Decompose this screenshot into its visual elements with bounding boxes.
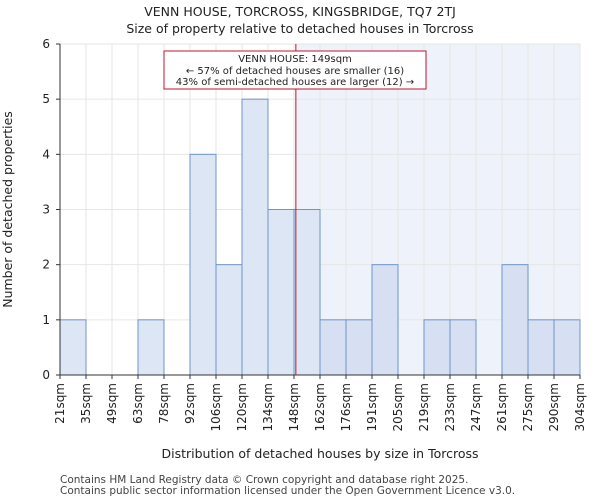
x-tick-label: 233sqm: [443, 383, 457, 431]
bar-21sqm: [59, 319, 87, 376]
x-tick-label: 63sqm: [131, 383, 145, 424]
y-tick-label: 5: [42, 92, 50, 106]
chart-subtitle: Size of property relative to detached ho…: [126, 21, 474, 36]
y-tick-label: 0: [42, 368, 50, 382]
bar-134sqm: [267, 209, 295, 376]
x-tick-label: 290sqm: [547, 383, 561, 431]
footer-line-2: Contains public sector information licen…: [60, 485, 516, 497]
x-tick-label: 35sqm: [79, 383, 93, 424]
annotation-box: [163, 50, 427, 90]
x-tick-label: 92sqm: [183, 383, 197, 424]
y-ticks: 0 1 2 3 4 5 6: [42, 37, 60, 382]
x-tick-label: 247sqm: [469, 383, 483, 431]
annotation-line-3: 43% of semi-detached houses are larger (…: [176, 77, 414, 88]
x-tick-label: 134sqm: [261, 383, 275, 431]
x-tick-label: 304sqm: [573, 383, 587, 431]
x-tick-label: 49sqm: [105, 383, 119, 424]
bar-92sqm: [189, 153, 217, 376]
x-tick-label: 261sqm: [495, 383, 509, 431]
x-tick-label: 106sqm: [209, 383, 223, 431]
bar-176sqm: [345, 319, 373, 376]
bar-162sqm: [319, 319, 347, 376]
annotation-line-1: VENN HOUSE: 149sqm: [238, 54, 352, 65]
bar-261sqm: [501, 264, 529, 376]
bar-219sqm: [423, 319, 451, 376]
bar-290sqm: [553, 319, 581, 376]
property-annotation: VENN HOUSE: 149sqm ← 57% of detached hou…: [163, 50, 427, 90]
bar-106sqm: [215, 264, 243, 376]
x-tick-label: 275sqm: [521, 383, 535, 431]
annotation-line-2: ← 57% of detached houses are smaller (16…: [186, 66, 404, 77]
footer-line-1: Contains HM Land Registry data © Crown c…: [60, 474, 469, 486]
y-tick-label: 3: [42, 203, 50, 217]
x-tick-label: 120sqm: [235, 383, 249, 431]
x-tick-label: 78sqm: [157, 383, 171, 424]
y-tick-label: 4: [42, 147, 50, 161]
x-tick-label: 205sqm: [391, 383, 405, 431]
x-tick-label: 176sqm: [339, 383, 353, 431]
x-ticks: 21sqm 35sqm 49sqm 63sqm 78sqm 92sqm 106sqm 120s…: [53, 375, 587, 431]
y-tick-label: 6: [42, 37, 50, 51]
bar-191sqm: [371, 264, 399, 376]
bar-233sqm: [449, 319, 477, 376]
x-tick-label: 219sqm: [417, 383, 431, 431]
y-axis-label: Number of detached properties: [0, 111, 15, 308]
x-tick-label: 162sqm: [313, 383, 327, 431]
y-tick-label: 1: [42, 313, 50, 327]
chart-title: VENN HOUSE, TORCROSS, KINGSBRIDGE, TQ7 2…: [144, 4, 456, 19]
x-axis-label: Distribution of detached houses by size …: [162, 446, 479, 461]
x-tick-label: 148sqm: [287, 383, 301, 431]
y-tick-label: 2: [42, 258, 50, 272]
bar-63sqm: [137, 319, 165, 376]
x-tick-label: 191sqm: [365, 383, 379, 431]
x-tick-label: 21sqm: [53, 383, 67, 424]
bar-148sqm: [293, 209, 321, 376]
bar-275sqm: [527, 319, 555, 376]
bar-120sqm: [241, 98, 269, 376]
